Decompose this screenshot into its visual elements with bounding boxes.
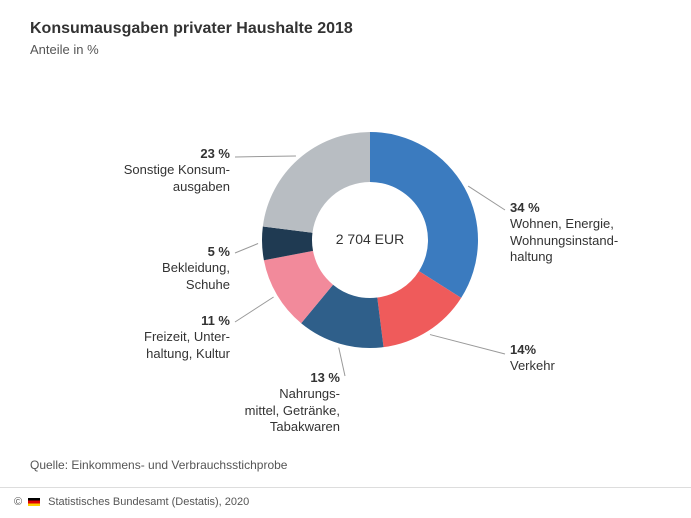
segment-text-line: Bekleidung, bbox=[120, 260, 230, 276]
segment-percent: 11 % bbox=[100, 313, 230, 329]
copyright-symbol: © bbox=[14, 496, 22, 508]
segment-text-line: Wohnen, Energie, bbox=[510, 216, 670, 232]
segment-text-line: haltung bbox=[510, 249, 670, 265]
segment-percent: 13 % bbox=[210, 370, 340, 386]
segment-text-line: Wohnungsinstand- bbox=[510, 233, 670, 249]
segment-label: 5 %Bekleidung,Schuhe bbox=[120, 244, 230, 293]
page-root: Konsumausgaben privater Haushalte 2018 A… bbox=[0, 0, 691, 518]
segment-text-line: Verkehr bbox=[510, 358, 670, 374]
leader-line bbox=[430, 335, 505, 354]
chart-title: Konsumausgaben privater Haushalte 2018 bbox=[30, 20, 353, 38]
footer: © Statistisches Bundesamt (Destatis), 20… bbox=[0, 487, 691, 518]
segment-text-line: Sonstige Konsum- bbox=[80, 162, 230, 178]
chart-subtitle: Anteile in % bbox=[30, 42, 99, 57]
segment-percent: 5 % bbox=[120, 244, 230, 260]
segment-percent: 34 % bbox=[510, 200, 670, 216]
source-text: Quelle: Einkommens- und Verbrauchsstichp… bbox=[30, 458, 287, 472]
segment-text-line: Tabakwaren bbox=[210, 419, 340, 435]
flag-icon bbox=[28, 498, 40, 506]
segment-label: 14%Verkehr bbox=[510, 342, 670, 375]
segment-text-line: haltung, Kultur bbox=[100, 346, 230, 362]
segment-text-line: mittel, Getränke, bbox=[210, 403, 340, 419]
segment-label: 11 %Freizeit, Unter-haltung, Kultur bbox=[100, 313, 230, 362]
leader-line bbox=[235, 244, 258, 253]
segment-text-line: ausgaben bbox=[80, 179, 230, 195]
segment-label: 13 %Nahrungs-mittel, Getränke,Tabakwaren bbox=[210, 370, 340, 435]
segment-text-line: Schuhe bbox=[120, 277, 230, 293]
segment-label: 23 %Sonstige Konsum-ausgaben bbox=[80, 146, 230, 195]
segment-percent: 23 % bbox=[80, 146, 230, 162]
leader-line bbox=[235, 297, 274, 322]
donut-chart: 2 704 EUR 34 %Wohnen, Energie,Wohnungsin… bbox=[0, 60, 691, 420]
donut-segment bbox=[263, 132, 370, 233]
leader-line bbox=[468, 186, 505, 210]
segment-label: 34 %Wohnen, Energie,Wohnungsinstand-halt… bbox=[510, 200, 670, 265]
segment-text-line: Freizeit, Unter- bbox=[100, 329, 230, 345]
donut-center-value: 2 704 EUR bbox=[310, 231, 430, 247]
segment-percent: 14% bbox=[510, 342, 670, 358]
publisher-text: Statistisches Bundesamt (Destatis), 2020 bbox=[48, 496, 249, 508]
donut-segment bbox=[370, 132, 478, 298]
leader-line bbox=[235, 156, 296, 157]
segment-text-line: Nahrungs- bbox=[210, 386, 340, 402]
